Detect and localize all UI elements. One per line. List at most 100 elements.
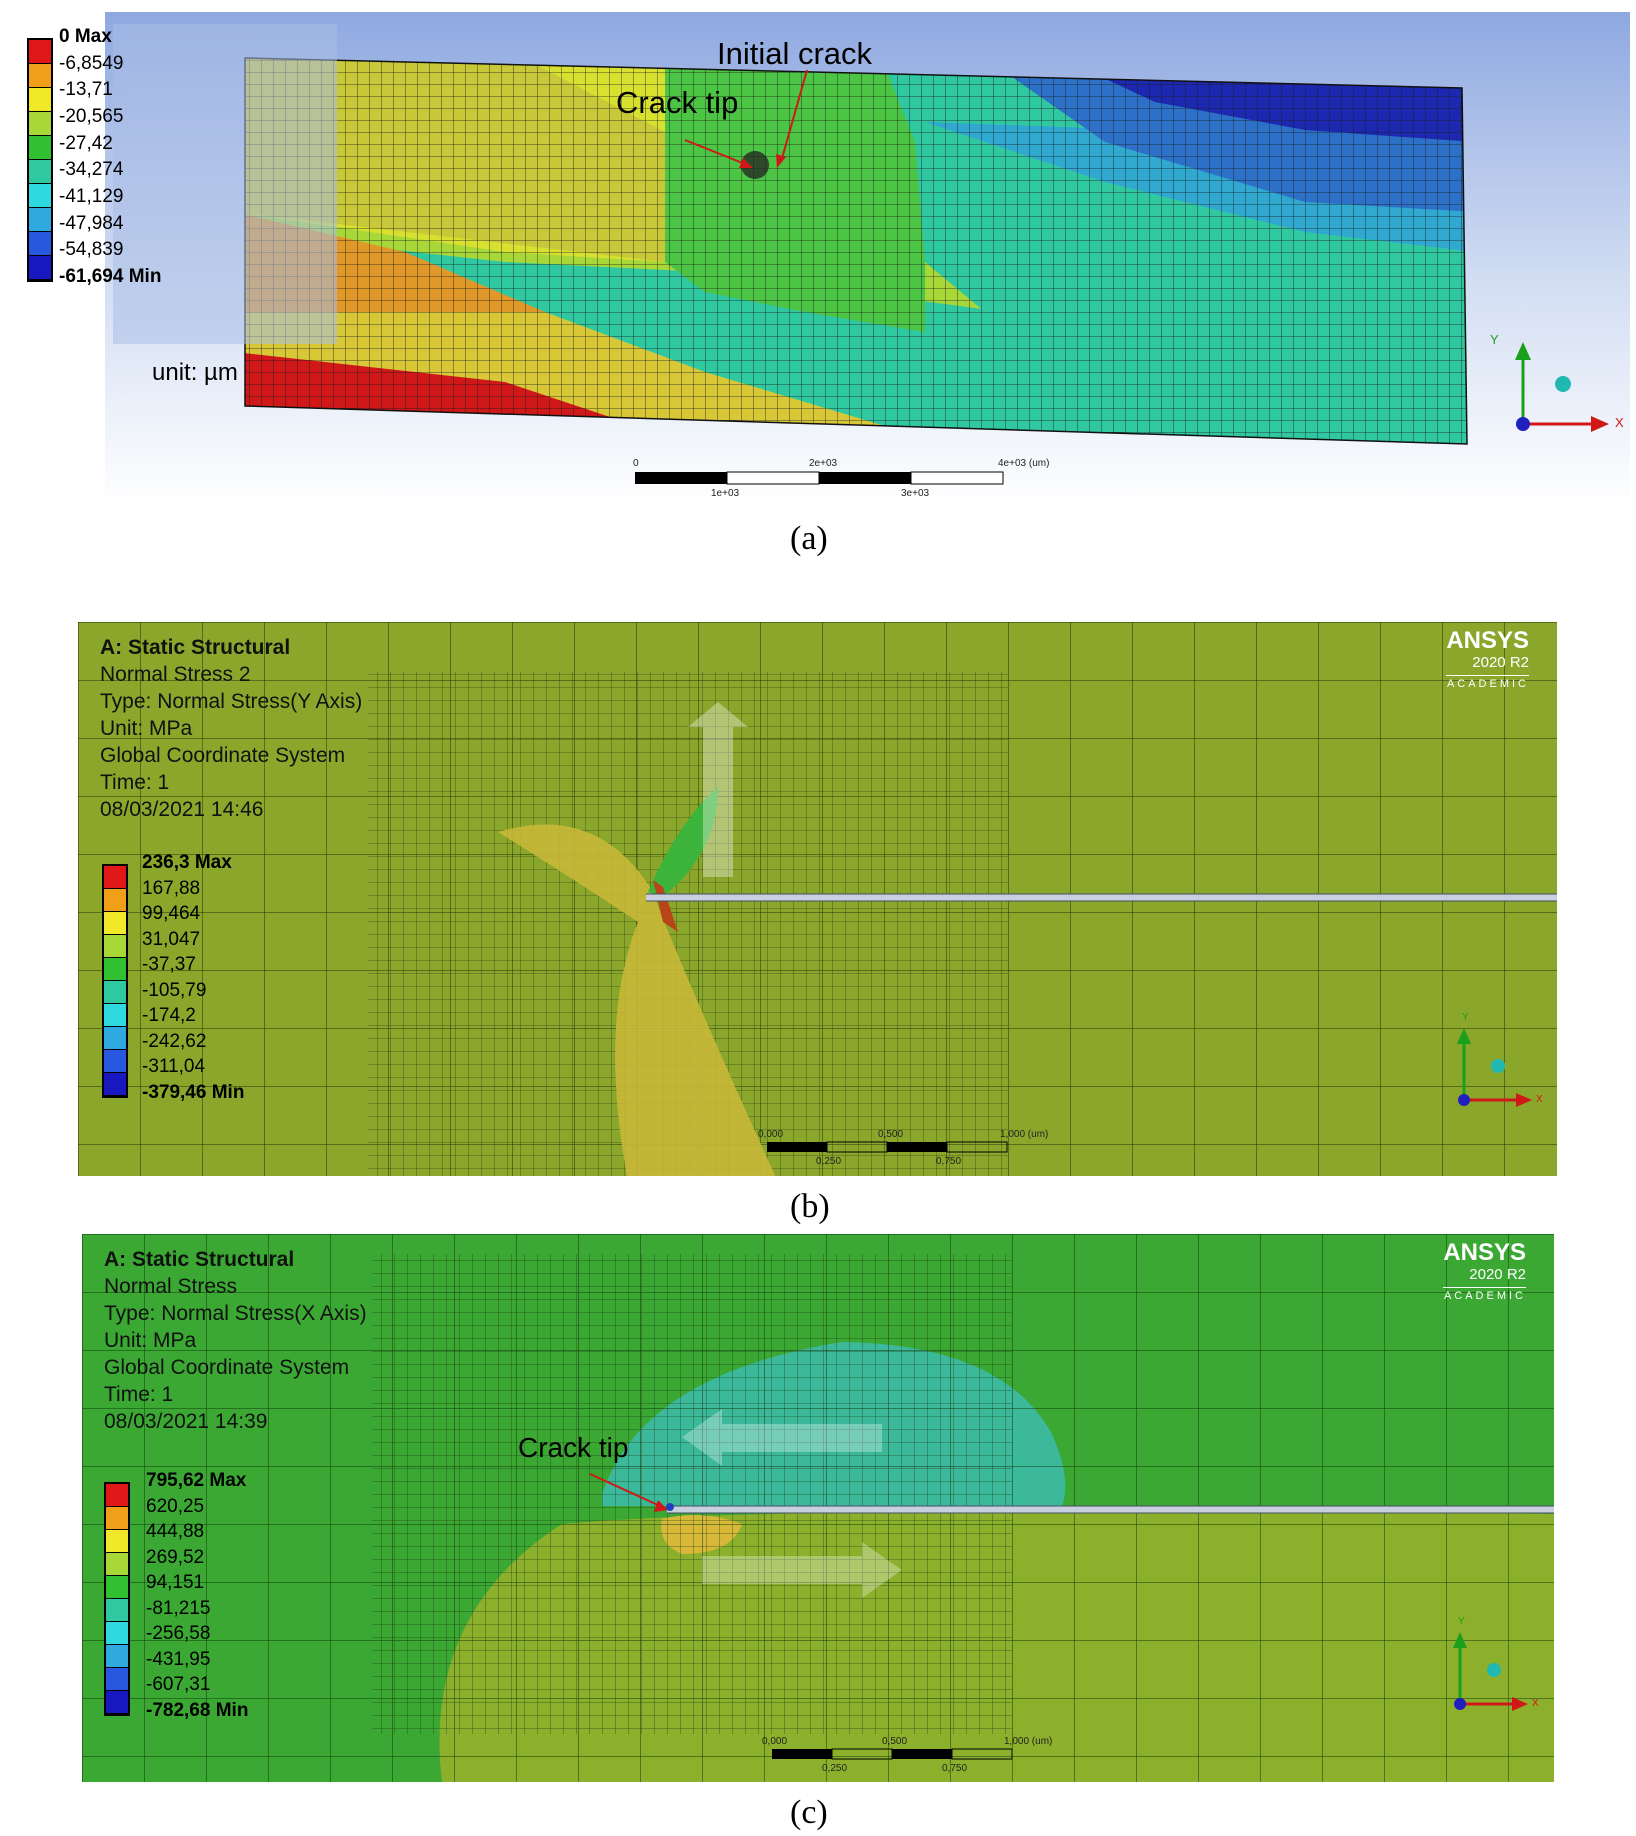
legend-color-band: [104, 935, 126, 958]
header-line: Type: Normal Stress(Y Axis): [100, 690, 363, 713]
legend-color-band: [29, 184, 51, 208]
legend-label: 444,88: [146, 1521, 205, 1543]
legend-color-band: [106, 1576, 128, 1599]
legend-label: 269,52: [146, 1546, 205, 1568]
legend-label: -105,79: [142, 979, 207, 1001]
scale-tick-bottom: 0,750: [936, 1156, 962, 1167]
beam-contour: [245, 58, 1467, 444]
legend-label: -27,42: [59, 132, 113, 154]
legend-color-band: [104, 1073, 126, 1096]
analysis-title: A: Static Structural: [104, 1248, 295, 1271]
panel-b-graphics: [78, 622, 1557, 1176]
scale-tick-top: 2e+03: [809, 458, 838, 469]
legend-color-band: [29, 136, 51, 160]
scale-tick-top: 0,500: [882, 1736, 908, 1747]
caption-c: (c): [790, 1794, 828, 1831]
brand-edition: ACADEMIC: [1443, 1287, 1526, 1302]
header-line: 08/03/2021 14:46: [100, 798, 264, 821]
legend-label: 99,464: [142, 903, 201, 925]
legend-colorbar: [104, 1482, 130, 1716]
legend-label: 620,25: [146, 1495, 205, 1517]
legend-min-label: -782,68 Min: [146, 1700, 249, 1721]
legend-color-band: [106, 1507, 128, 1530]
legend-color-band: [104, 866, 126, 889]
legend-panel: [113, 24, 337, 344]
caption-a: (a): [790, 520, 828, 557]
scale-bar: [635, 471, 1004, 485]
scale-tick-top: 0,000: [758, 1129, 784, 1140]
scale-tick-bottom: 0,250: [822, 1763, 848, 1774]
legend-colorbar: [27, 38, 53, 282]
brand-version: 2020 R2: [1472, 654, 1529, 671]
stress-direction-arrow: [688, 702, 748, 877]
scale-bar: [767, 1141, 1008, 1153]
scale-tick-top: 0,000: [762, 1736, 788, 1747]
tension-arrow: [702, 1542, 902, 1598]
legend-color-band: [29, 160, 51, 184]
legend-label: -311,04: [142, 1056, 206, 1078]
header-line: Unit: MPa: [104, 1329, 197, 1352]
triad-x-label: X: [1536, 1094, 1543, 1105]
legend-color-band: [29, 232, 51, 256]
legend-max-label: 795,62 Max: [146, 1470, 247, 1491]
header-line: 08/03/2021 14:39: [104, 1410, 268, 1433]
legend-label: 167,88: [142, 877, 201, 899]
panel-c-graphics: [82, 1234, 1554, 1782]
triad-x-label: X: [1532, 1698, 1539, 1709]
scale-tick-top: 1,000 (um): [1004, 1736, 1053, 1747]
brand-edition: ACADEMIC: [1446, 675, 1529, 690]
legend-label: 31,047: [142, 928, 201, 950]
initial-crack-label: Initial crack: [717, 36, 873, 71]
legend-label: -431,95: [146, 1648, 211, 1670]
triad-x-label: X: [1615, 415, 1624, 430]
legend-color-band: [104, 958, 126, 981]
legend-label: -34,274: [59, 159, 124, 181]
crack-tip-arrow: [684, 139, 746, 165]
legend-color-band: [29, 40, 51, 64]
legend-label: -41,129: [59, 186, 124, 207]
axis-triad: [1515, 342, 1609, 432]
legend-label: -47,984: [59, 212, 124, 234]
legend-color-band: [29, 64, 51, 88]
legend-color-band: [106, 1599, 128, 1622]
unit-label: unit: µm: [152, 359, 238, 386]
scale-tick-top: 1,000 (um): [1000, 1129, 1049, 1140]
legend-color-band: [29, 88, 51, 112]
legend-label: -6,8549: [59, 52, 124, 74]
legend-color-band: [104, 981, 126, 1004]
panel-a-displacement-plot: Initial crack Crack tip unit: µm 0 2e+03…: [27, 12, 1630, 507]
legend-label: -81,215: [146, 1597, 211, 1619]
legend-max-label: 0 Max: [59, 26, 112, 47]
legend-color-band: [29, 256, 51, 280]
caption-b: (b): [790, 1188, 830, 1225]
legend-label: -242,62: [142, 1030, 207, 1052]
analysis-title: A: Static Structural: [100, 636, 291, 659]
crack-tip-arrow: [589, 1473, 661, 1507]
legend-min-label: -379,46 Min: [142, 1082, 245, 1103]
triad-y-label: Y: [1462, 1012, 1469, 1023]
legend-color-band: [106, 1622, 128, 1645]
scale-tick-bottom: 3e+03: [901, 488, 930, 499]
scale-bar: [772, 1748, 1013, 1760]
header-line: Type: Normal Stress(X Axis): [104, 1302, 367, 1325]
legend-color-band: [104, 1027, 126, 1050]
brand-name: ANSYS: [1446, 627, 1529, 654]
scale-tick-top: 0,500: [878, 1129, 904, 1140]
triad-y-label: Y: [1458, 1616, 1465, 1627]
legend-label: 94,151: [146, 1572, 205, 1594]
header-line: Normal Stress 2: [100, 663, 251, 686]
legend-label: -20,565: [59, 106, 124, 127]
ansys-brand: ANSYS 2020 R2 ACADEMIC: [1443, 1240, 1526, 1302]
legend-color-band: [29, 208, 51, 232]
initial-crack-arrow: [780, 69, 808, 163]
header-line: Global Coordinate System: [100, 744, 346, 767]
legend-color-band: [106, 1553, 128, 1576]
panel-c-stress-x-plot: ANSYS 2020 R2 ACADEMIC Crack tip 0,000 0…: [82, 1234, 1554, 1782]
legend-label: -13,71: [59, 79, 113, 101]
legend-color-band: [104, 1004, 126, 1027]
panel-b-stress-y-plot: ANSYS 2020 R2 ACADEMIC 0,000 0,500 1,000…: [78, 622, 1557, 1176]
legend-color-band: [104, 1050, 126, 1073]
ansys-brand: ANSYS 2020 R2 ACADEMIC: [1446, 628, 1529, 690]
scale-tick-top: 0: [633, 458, 639, 469]
brand-version: 2020 R2: [1469, 1266, 1526, 1283]
